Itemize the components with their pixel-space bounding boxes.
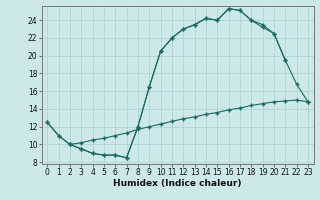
X-axis label: Humidex (Indice chaleur): Humidex (Indice chaleur) xyxy=(113,179,242,188)
